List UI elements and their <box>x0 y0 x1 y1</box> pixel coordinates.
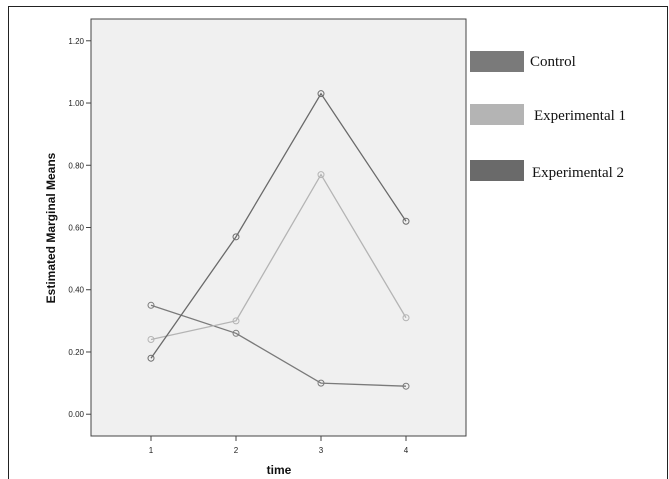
data-point-control <box>147 301 155 309</box>
series-line-experimental-2 <box>150 92 407 359</box>
y-tick-label: 1.00 <box>68 99 84 108</box>
series-line-experimental-1 <box>150 173 407 341</box>
data-point-control <box>402 382 410 390</box>
data-point-control <box>232 329 240 337</box>
data-point-experimental-2 <box>317 90 325 98</box>
legend-swatch-experimental-2 <box>470 160 524 181</box>
legend-label-experimental-2: Experimental 2 <box>532 165 624 181</box>
x-tick-label: 1 <box>149 446 154 455</box>
y-tick-label: 0.80 <box>68 161 84 170</box>
legend-swatch-control <box>470 51 524 72</box>
data-point-control <box>317 379 325 387</box>
x-axis-title: time <box>267 463 292 477</box>
figure-frame <box>8 6 668 479</box>
x-tick-label: 2 <box>234 446 239 455</box>
data-point-experimental-2 <box>147 354 155 362</box>
legend-label-experimental-1: Experimental 1 <box>534 108 626 124</box>
plot-area <box>90 18 467 437</box>
data-point-experimental-1 <box>232 317 240 325</box>
x-tick-label: 3 <box>319 446 324 455</box>
y-tick-label: 0.40 <box>68 286 84 295</box>
legend: Control Experimental 1 Experimental 2 <box>470 51 626 181</box>
y-tick-label: 0.20 <box>68 348 84 357</box>
legend-label-control: Control <box>530 54 576 70</box>
y-tick-label: 1.20 <box>68 37 84 46</box>
y-axis-title: Estimated Marginal Means <box>44 152 58 303</box>
data-point-experimental-2 <box>232 233 240 241</box>
data-point-experimental-1 <box>402 314 410 322</box>
y-tick-label: 0.00 <box>68 410 84 419</box>
legend-swatch-experimental-1 <box>470 104 524 125</box>
x-tick-label: 4 <box>404 446 409 455</box>
y-tick-label: 0.60 <box>68 224 84 233</box>
data-point-experimental-1 <box>317 171 325 179</box>
data-point-experimental-2 <box>402 217 410 225</box>
series-line-control <box>150 304 407 387</box>
data-point-experimental-1 <box>147 336 155 344</box>
